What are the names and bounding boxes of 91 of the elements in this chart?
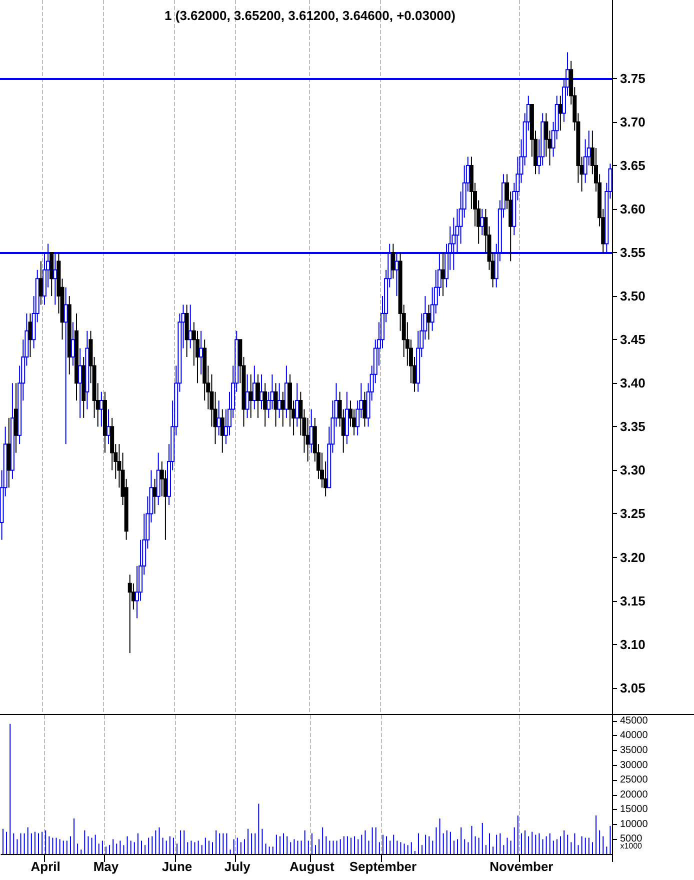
candlestick bbox=[192, 322, 196, 366]
candlestick bbox=[274, 382, 278, 428]
y-tick-label: 15000 bbox=[620, 804, 648, 816]
candlestick bbox=[288, 374, 292, 428]
y-tick-label: 3.55 bbox=[620, 245, 646, 260]
y-tick-label: 45000 bbox=[620, 715, 648, 726]
candlestick bbox=[295, 382, 300, 428]
x-tick-label: July bbox=[224, 859, 252, 874]
candlestick bbox=[220, 408, 224, 454]
candlestick bbox=[583, 138, 588, 184]
candlestick bbox=[210, 374, 214, 428]
candlestick bbox=[184, 304, 189, 358]
y-tick-label: 3.05 bbox=[620, 680, 646, 696]
candlestick bbox=[128, 574, 132, 654]
candlestick bbox=[82, 356, 86, 418]
candlestick bbox=[356, 400, 360, 436]
candlestick bbox=[202, 339, 207, 402]
y-tick-label: 3.75 bbox=[620, 70, 646, 86]
candlestick bbox=[270, 374, 274, 410]
y-tick-label: 35000 bbox=[620, 744, 648, 756]
y-tick-label: 30000 bbox=[620, 760, 648, 771]
candlestick bbox=[309, 408, 314, 454]
x-tick-label: August bbox=[290, 859, 335, 874]
candlestick bbox=[480, 208, 484, 236]
candlestick bbox=[298, 391, 303, 436]
text: 1 (3.62000, 3.65200, 3.61200, 3.64600, +0.03000) bbox=[164, 8, 456, 23]
candlestick bbox=[102, 391, 107, 454]
y-tick-label: 3.70 bbox=[620, 114, 646, 130]
y-tick-label: 3.40 bbox=[620, 376, 646, 391]
candlestick bbox=[260, 374, 264, 410]
candlestick bbox=[99, 391, 104, 428]
candlestick bbox=[277, 382, 282, 418]
y-tick-label: 25000 bbox=[620, 774, 648, 786]
candlestick bbox=[156, 452, 160, 506]
candlestick bbox=[284, 365, 288, 418]
candlestick bbox=[391, 243, 396, 280]
candlestick bbox=[245, 374, 250, 418]
candlestick bbox=[85, 330, 90, 410]
y-tick-label: 40000 bbox=[620, 730, 648, 742]
candlestick bbox=[416, 330, 420, 392]
candlestick bbox=[320, 452, 324, 488]
candlestick bbox=[138, 539, 143, 602]
candlestick bbox=[74, 312, 78, 402]
candlestick bbox=[266, 391, 271, 418]
candlestick bbox=[67, 296, 72, 375]
y-tick-label: 10000 bbox=[620, 818, 648, 830]
candlestick bbox=[216, 400, 221, 436]
y-tick-label: 3.15 bbox=[620, 593, 646, 608]
candlestick bbox=[344, 391, 349, 445]
y-tick-label: 3.35 bbox=[620, 419, 646, 434]
y-tick-label: 3.50 bbox=[620, 288, 646, 304]
candlestick bbox=[14, 382, 18, 454]
candlestick bbox=[160, 460, 164, 497]
y-tick-label: 3.25 bbox=[620, 506, 646, 522]
candlestick bbox=[540, 112, 545, 166]
candlestick bbox=[106, 408, 111, 445]
candlestick bbox=[64, 286, 68, 445]
x-tick-label: June bbox=[162, 859, 192, 874]
text: x1000 bbox=[620, 842, 643, 850]
candlestick bbox=[362, 391, 367, 428]
candlestick bbox=[28, 312, 32, 358]
candlestick bbox=[469, 156, 474, 210]
candlestick bbox=[348, 400, 352, 428]
candlestick bbox=[152, 478, 157, 514]
candlestick bbox=[134, 565, 139, 619]
x-tick-label: May bbox=[93, 859, 120, 874]
candlestick bbox=[256, 374, 260, 418]
candlestick bbox=[195, 330, 200, 384]
y-tick-label: 3.10 bbox=[620, 636, 646, 652]
candlestick bbox=[110, 417, 114, 471]
y-tick-label: 3.60 bbox=[620, 201, 646, 216]
y-tick-label: 3.65 bbox=[620, 158, 646, 173]
candlestick bbox=[408, 339, 413, 384]
candlestick bbox=[10, 382, 14, 480]
x-tick-label: April bbox=[30, 859, 60, 874]
candlestick bbox=[544, 112, 548, 158]
candlestick bbox=[78, 348, 82, 418]
candlestick bbox=[252, 365, 256, 410]
candlestick bbox=[224, 408, 228, 445]
y-tick-label: 3.20 bbox=[620, 550, 646, 565]
x-tick-label: September bbox=[349, 859, 417, 874]
candlestick bbox=[430, 286, 434, 332]
y-tick-label: 3.30 bbox=[620, 462, 646, 478]
y-tick-label: 20000 bbox=[620, 789, 648, 800]
candlestick bbox=[263, 382, 268, 428]
candlestick bbox=[213, 391, 218, 445]
candlestick bbox=[70, 322, 75, 366]
x-tick-label: November bbox=[490, 859, 554, 874]
y-tick-label: 3.45 bbox=[620, 332, 646, 348]
candlestick bbox=[199, 330, 204, 375]
candlestick bbox=[188, 304, 192, 349]
